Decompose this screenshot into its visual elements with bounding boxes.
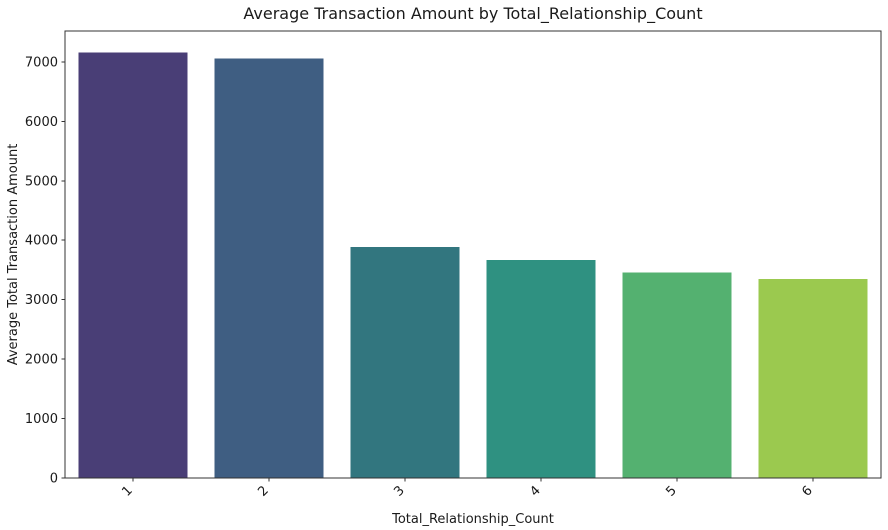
x-tick-label: 4: [527, 483, 543, 499]
bar-5: [622, 272, 732, 478]
y-tick-label: 5000: [25, 174, 58, 189]
bar-1: [78, 52, 188, 479]
y-tick-label: 1000: [25, 412, 58, 427]
x-tick-label: 2: [255, 483, 271, 499]
y-tick-label: 2000: [25, 353, 58, 368]
bar-4: [486, 259, 596, 478]
y-tick-label: 7000: [25, 55, 58, 70]
y-axis-label: Average Total Transaction Amount: [6, 144, 21, 366]
x-axis-label: Total_Relationship_Count: [391, 512, 554, 527]
bar-6: [758, 278, 868, 478]
y-tick-label: 0: [50, 472, 58, 487]
y-tick-label: 3000: [25, 293, 58, 308]
y-tick-label: 6000: [25, 115, 58, 130]
x-tick-label: 5: [663, 483, 679, 499]
x-tick-label: 3: [391, 483, 407, 499]
plot-area: 0 1000 2000 3000 4000 5000 6000 7000 1 2 3 4 5 6: [25, 30, 882, 500]
x-tick-label: 1: [119, 483, 135, 499]
bar-2: [214, 58, 324, 479]
chart-title: Average Transaction Amount by Total_Rela…: [243, 4, 702, 24]
axes-frame: [64, 30, 882, 479]
y-tick-label: 4000: [25, 234, 58, 249]
bar-3: [350, 246, 460, 478]
x-tick-label: 6: [799, 483, 815, 499]
